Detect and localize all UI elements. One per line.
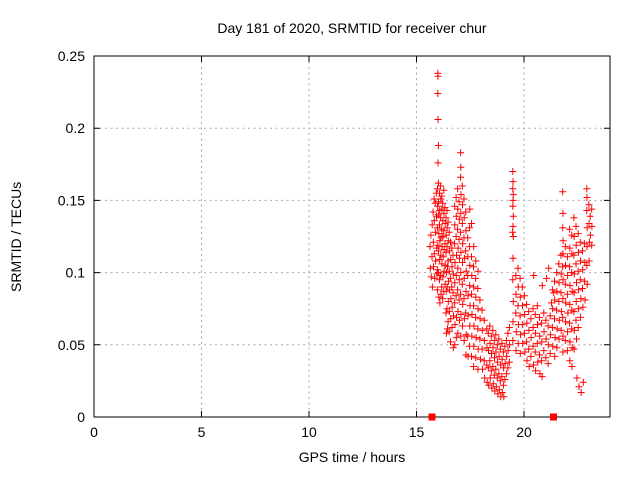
gridlines	[93, 55, 610, 418]
svg-text:0.25: 0.25	[58, 48, 85, 64]
svg-text:0: 0	[77, 409, 85, 425]
svg-text:15: 15	[409, 424, 425, 440]
svg-text:20: 20	[516, 424, 532, 440]
svg-text:0: 0	[90, 424, 98, 440]
plot-border	[93, 55, 611, 418]
chart-title: Day 181 of 2020, SRMTID for receiver chu…	[217, 20, 487, 36]
svg-text:0.1: 0.1	[66, 265, 86, 281]
svg-text:10: 10	[301, 424, 317, 440]
tick-labels: 0 5 10 15 20 0 0.05 0.1 0.15 0.2 0.25	[58, 48, 532, 440]
svg-text:5: 5	[198, 424, 206, 440]
x-axis-label: GPS time / hours	[298, 449, 406, 465]
tick-marks	[93, 55, 610, 418]
scatter-points	[426, 69, 596, 401]
svg-text:0.05: 0.05	[58, 337, 85, 353]
svg-text:0.15: 0.15	[58, 192, 85, 208]
event-markers	[428, 413, 557, 421]
svg-text:0.2: 0.2	[66, 120, 86, 136]
